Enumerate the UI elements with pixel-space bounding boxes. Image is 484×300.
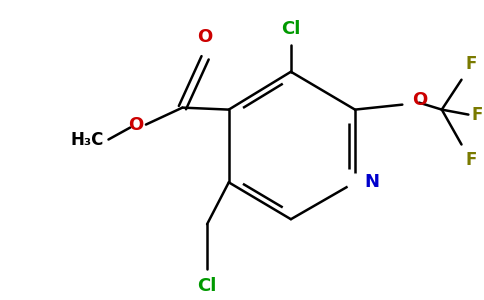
Text: O: O (197, 28, 213, 46)
Text: Cl: Cl (197, 277, 217, 295)
Text: F: F (466, 152, 477, 169)
Text: F: F (466, 55, 477, 73)
Text: O: O (412, 91, 427, 109)
Text: Cl: Cl (281, 20, 301, 38)
Text: O: O (128, 116, 143, 134)
Text: H₃C: H₃C (70, 130, 104, 148)
Text: N: N (365, 173, 380, 191)
Text: F: F (471, 106, 483, 124)
